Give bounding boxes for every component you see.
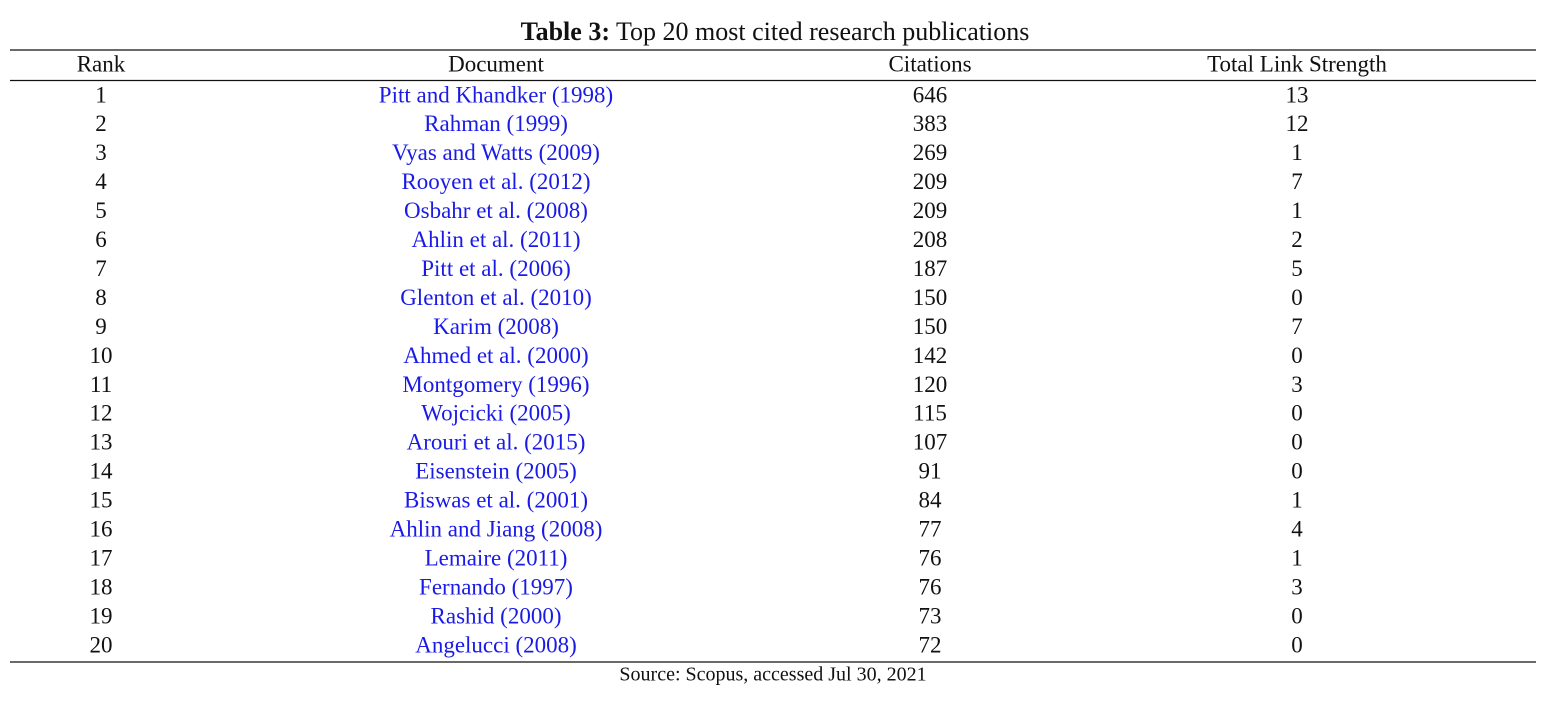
rank-cell: 14 — [90, 459, 114, 484]
document-cell[interactable]: Pitt and Khandker (1998) — [379, 82, 613, 107]
link-strength-cell: 0 — [1291, 285, 1303, 310]
link-strength-cell: 2 — [1291, 227, 1303, 252]
document-cell[interactable]: Biswas et al. (2001) — [404, 488, 588, 513]
document-cell[interactable]: Lemaire (2011) — [425, 545, 568, 570]
link-strength-cell: 0 — [1291, 430, 1303, 455]
link-strength-cell: 1 — [1291, 198, 1303, 223]
rank-cell: 3 — [95, 140, 107, 165]
table-caption: Top 20 most cited research publications — [616, 17, 1029, 46]
citations-cell: 84 — [919, 488, 943, 513]
link-strength-cell: 7 — [1291, 314, 1303, 339]
rank-cell: 6 — [95, 227, 107, 252]
rank-cell: 5 — [95, 198, 107, 223]
document-cell[interactable]: Pitt et al. (2006) — [421, 256, 570, 281]
document-cell[interactable]: Rashid (2000) — [431, 603, 562, 628]
link-strength-cell: 1 — [1291, 488, 1303, 513]
link-strength-cell: 5 — [1291, 256, 1303, 281]
rank-cell: 13 — [90, 430, 113, 455]
citations-cell: 187 — [913, 256, 948, 281]
rank-cell: 15 — [90, 488, 113, 513]
document-cell[interactable]: Angelucci (2008) — [415, 632, 577, 657]
document-cell[interactable]: Wojcicki (2005) — [421, 401, 571, 426]
source-note: Source: Scopus, accessed Jul 30, 2021 — [619, 664, 926, 686]
document-cell[interactable]: Ahlin et al. (2011) — [411, 227, 580, 252]
citations-cell: 77 — [919, 517, 942, 542]
document-cell[interactable]: Glenton et al. (2010) — [400, 285, 592, 310]
citations-cell: 142 — [913, 343, 948, 368]
citations-cell: 72 — [919, 632, 942, 657]
rank-cell: 16 — [90, 517, 113, 542]
document-cell[interactable]: Arouri et al. (2015) — [407, 430, 586, 455]
rank-cell: 20 — [90, 632, 113, 657]
header-cell: Rank — [77, 51, 126, 76]
document-cell[interactable]: Montgomery (1996) — [402, 372, 589, 397]
link-strength-cell: 0 — [1291, 603, 1303, 628]
citations-cell: 269 — [913, 140, 948, 165]
link-strength-cell: 1 — [1291, 140, 1303, 165]
document-cell[interactable]: Ahmed et al. (2000) — [403, 343, 588, 368]
rank-cell: 19 — [90, 603, 113, 628]
rank-cell: 18 — [90, 574, 113, 599]
rank-cell: 10 — [90, 343, 113, 368]
rank-cell: 7 — [95, 256, 107, 281]
link-strength-cell: 0 — [1291, 401, 1303, 426]
link-strength-cell: 0 — [1291, 343, 1303, 368]
citations-cell: 120 — [913, 372, 948, 397]
link-strength-cell: 0 — [1291, 632, 1303, 657]
rank-cell: 17 — [90, 545, 113, 570]
citations-cell: 208 — [913, 227, 948, 252]
citations-cell: 209 — [913, 198, 948, 223]
header-cell: Document — [448, 51, 544, 76]
rank-cell: 11 — [90, 372, 112, 397]
document-cell[interactable]: Vyas and Watts (2009) — [392, 140, 600, 165]
document-cell[interactable]: Osbahr et al. (2008) — [404, 198, 588, 223]
citations-cell: 115 — [913, 401, 947, 426]
link-strength-cell: 7 — [1291, 169, 1303, 194]
table-title: Table 3: Top 20 most cited research publi… — [521, 17, 1030, 46]
citations-cell: 646 — [913, 82, 948, 107]
citations-cell: 209 — [913, 169, 948, 194]
rank-cell: 1 — [95, 82, 107, 107]
document-cell[interactable]: Ahlin and Jiang (2008) — [390, 517, 603, 542]
link-strength-cell: 13 — [1286, 82, 1309, 107]
citations-cell: 150 — [913, 285, 948, 310]
citations-cell: 107 — [913, 430, 948, 455]
document-cell[interactable]: Rahman (1999) — [424, 111, 568, 136]
document-cell[interactable]: Karim (2008) — [433, 314, 559, 339]
citations-cell: 150 — [913, 314, 948, 339]
link-strength-cell: 3 — [1291, 372, 1303, 397]
table-label: Table 3: — [521, 17, 610, 46]
citations-cell: 383 — [913, 111, 948, 136]
rank-cell: 2 — [95, 111, 107, 136]
citations-cell: 76 — [919, 545, 942, 570]
document-cell[interactable]: Rooyen et al. (2012) — [401, 169, 590, 194]
link-strength-cell: 1 — [1291, 545, 1303, 570]
link-strength-cell: 12 — [1286, 111, 1309, 136]
rank-cell: 9 — [95, 314, 107, 339]
rank-cell: 4 — [95, 169, 107, 194]
header-cell: Total Link Strength — [1207, 51, 1387, 76]
citations-cell: 91 — [919, 459, 942, 484]
citations-cell: 73 — [919, 603, 942, 628]
link-strength-cell: 3 — [1291, 574, 1303, 599]
rank-cell: 12 — [90, 401, 113, 426]
document-cell[interactable]: Eisenstein (2005) — [415, 459, 577, 484]
document-cell[interactable]: Fernando (1997) — [419, 574, 573, 599]
rank-cell: 8 — [95, 285, 107, 310]
header-cell: Citations — [888, 51, 971, 76]
link-strength-cell: 0 — [1291, 459, 1303, 484]
citations-cell: 76 — [919, 574, 942, 599]
link-strength-cell: 4 — [1291, 517, 1303, 542]
